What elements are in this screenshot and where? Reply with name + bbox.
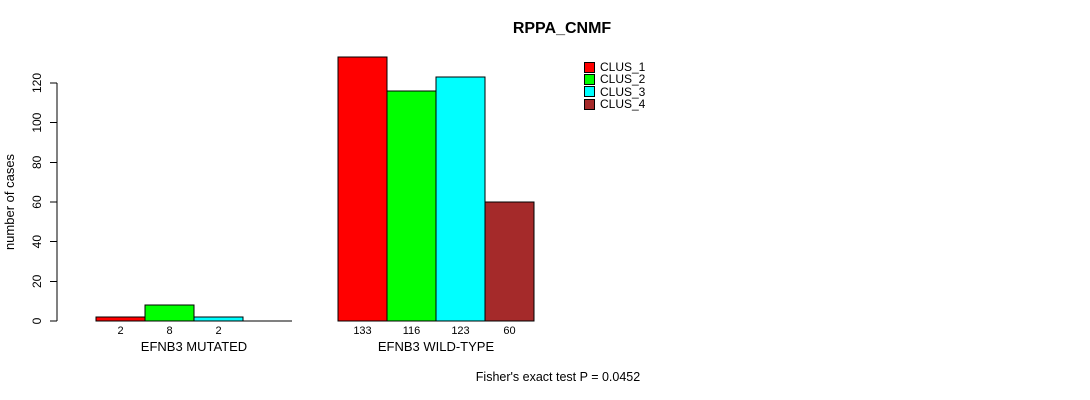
legend-swatch-clus-4 [584, 98, 595, 110]
bar-value-label: 2 [215, 325, 221, 337]
bar-clus_2-group-1 [386, 90, 437, 322]
annotation-text: Fisher's exact test P = 0.0452 [475, 370, 641, 384]
legend: CLUS_1 CLUS_2 CLUS_3 CLUS_4 [584, 61, 645, 110]
bar-value-label: 2 [117, 325, 123, 337]
bar-value-label: 8 [166, 325, 172, 337]
y-axis-tick-label: 0 [30, 317, 44, 324]
y-axis-tick-label: 80 [30, 155, 44, 169]
y-axis-tick-label: 40 [30, 235, 44, 249]
bar-clus_1-group-0 [95, 316, 146, 322]
bar-clus_4-group-1 [484, 201, 535, 322]
bar-clus_3-group-1 [435, 76, 486, 322]
bar-clus_3-group-0 [193, 316, 244, 322]
legend-item-clus-4: CLUS_4 [584, 98, 645, 110]
bar-value-label: 116 [403, 325, 421, 337]
legend-item-clus-2: CLUS_2 [584, 73, 645, 85]
legend-item-clus-1: CLUS_1 [584, 61, 645, 73]
legend-label-clus-4: CLUS_4 [600, 97, 646, 112]
y-axis-tick-label: 60 [30, 195, 44, 209]
y-axis-title: number of cases [2, 153, 17, 250]
legend-swatch-clus-1 [584, 61, 595, 73]
bar-clus_1-group-1 [337, 56, 388, 322]
y-axis-tick-label: 120 [30, 73, 44, 93]
bar-value-label: 60 [503, 325, 515, 337]
legend-label-clus-3: CLUS_3 [600, 84, 646, 99]
legend-swatch-clus-3 [584, 86, 595, 98]
category-label: EFNB3 MUTATED [141, 339, 247, 354]
bar-clus_2-group-0 [144, 304, 195, 322]
y-axis-tick-label: 20 [30, 274, 44, 288]
bar-value-label: 123 [451, 325, 469, 337]
category-label: EFNB3 WILD-TYPE [378, 339, 495, 354]
bar-value-label: 133 [353, 325, 371, 337]
legend-label-clus-1: CLUS_1 [600, 60, 646, 75]
chart-title: RPPA_CNMF [512, 20, 612, 37]
legend-item-clus-3: CLUS_3 [584, 86, 645, 98]
legend-label-clus-2: CLUS_2 [600, 72, 646, 87]
y-axis-tick-label: 100 [30, 112, 44, 132]
legend-swatch-clus-2 [584, 73, 595, 85]
